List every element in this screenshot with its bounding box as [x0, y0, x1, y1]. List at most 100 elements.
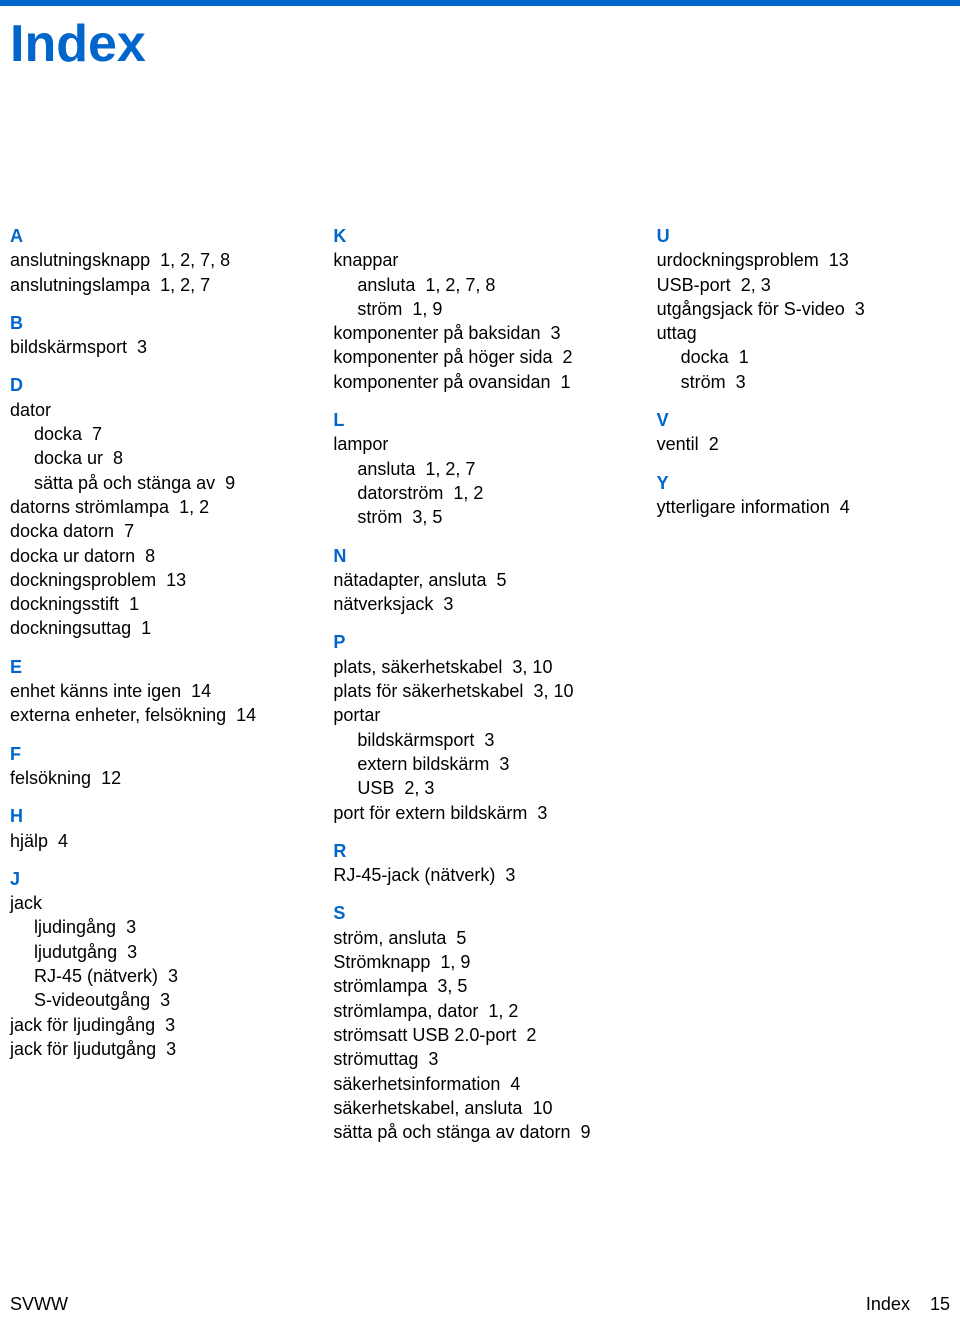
index-pages: 1	[141, 618, 151, 638]
index-entry: jack för ljudingång 3	[10, 1013, 303, 1037]
index-term: nätverksjack	[333, 594, 433, 614]
index-entry: port för extern bildskärm3	[333, 801, 626, 825]
index-term: ventil	[657, 434, 699, 454]
index-term: ansluta	[357, 459, 415, 479]
index-column-1: Aanslutningsknapp1, 2, 7, 8anslutningsla…	[10, 224, 303, 1144]
index-term: dockningsstift	[10, 594, 119, 614]
index-entry: bildskärmsport3	[10, 335, 303, 359]
index-term: docka ur	[34, 448, 103, 468]
index-letter: N	[333, 544, 626, 568]
index-entry: felsökning12	[10, 766, 303, 790]
index-pages: 3	[168, 966, 178, 986]
index-pages: 1, 2	[488, 1001, 518, 1021]
footer-label: Index	[866, 1294, 910, 1314]
index-entry: docka datorn 7	[10, 519, 303, 543]
index-pages: 3	[126, 917, 136, 937]
index-entry: strömlampa3, 5	[333, 974, 626, 998]
index-pages: 3	[165, 1015, 175, 1035]
index-pages: 8	[113, 448, 123, 468]
index-term: dockningsproblem	[10, 570, 156, 590]
index-letter: F	[10, 742, 303, 766]
index-pages: 1, 2, 7	[425, 459, 475, 479]
index-term: plats, säkerhetskabel	[333, 657, 502, 677]
index-column-3: Uurdockningsproblem13USB-port2, 3utgångs…	[657, 224, 950, 1144]
index-term: strömsatt USB 2.0-port	[333, 1025, 516, 1045]
index-pages: 3	[428, 1049, 438, 1069]
index-entry: nätadapter, ansluta 5	[333, 568, 626, 592]
index-pages: 3, 5	[412, 507, 442, 527]
index-entry: datorström1, 2	[333, 481, 626, 505]
index-letter: S	[333, 901, 626, 925]
index-pages: 1, 2, 7	[160, 275, 210, 295]
index-term: dator	[10, 400, 51, 420]
index-entry: jack	[10, 891, 303, 915]
index-entry: RJ-45-jack (nätverk)3	[333, 863, 626, 887]
index-term: plats för säkerhetskabel	[333, 681, 523, 701]
index-term: ytterligare information	[657, 497, 830, 517]
index-pages: 2	[709, 434, 719, 454]
index-term: utgångsjack för S-video	[657, 299, 845, 319]
index-pages: 14	[236, 705, 256, 725]
index-term: felsökning	[10, 768, 91, 788]
index-pages: 2	[526, 1025, 536, 1045]
index-entry: bildskärmsport3	[333, 728, 626, 752]
index-pages: 2, 3	[404, 778, 434, 798]
index-entry: dockningsproblem13	[10, 568, 303, 592]
index-column-2: Kknapparansluta1, 2, 7, 8ström1, 9kompon…	[333, 224, 626, 1144]
index-term: nätadapter, ansluta	[333, 570, 486, 590]
index-columns: Aanslutningsknapp1, 2, 7, 8anslutningsla…	[0, 74, 960, 1144]
index-entry: anslutningslampa1, 2, 7	[10, 273, 303, 297]
index-term: lampor	[333, 434, 388, 454]
index-pages: 7	[124, 521, 134, 541]
index-pages: 2	[562, 347, 572, 367]
index-entry: externa enheter, felsökning14	[10, 703, 303, 727]
index-pages: 3	[499, 754, 509, 774]
index-term: datorns strömlampa	[10, 497, 169, 517]
index-term: urdockningsproblem	[657, 250, 819, 270]
index-entry: RJ-45 (nätverk) 3	[10, 964, 303, 988]
index-pages: 9	[225, 473, 235, 493]
index-term: docka datorn	[10, 521, 114, 541]
index-term: komponenter på baksidan	[333, 323, 540, 343]
footer-right: Index 15	[866, 1294, 950, 1315]
index-pages: 9	[581, 1122, 591, 1142]
index-term: enhet känns inte igen	[10, 681, 181, 701]
index-entry: sätta på och stänga av datorn9	[333, 1120, 626, 1144]
index-letter: E	[10, 655, 303, 679]
index-term: RJ-45 (nätverk)	[34, 966, 158, 986]
index-term: bildskärmsport	[357, 730, 474, 750]
index-entry: ström3, 5	[333, 505, 626, 529]
index-term: USB	[357, 778, 394, 798]
index-term: strömlampa, dator	[333, 1001, 478, 1021]
index-term: extern bildskärm	[357, 754, 489, 774]
index-term: jack för ljudingång	[10, 1015, 155, 1035]
index-entry: uttag	[657, 321, 950, 345]
index-pages: 5	[496, 570, 506, 590]
index-term: ljudutgång	[34, 942, 117, 962]
index-letter: J	[10, 867, 303, 891]
index-entry: ljudingång 3	[10, 915, 303, 939]
index-pages: 4	[58, 831, 68, 851]
index-pages: 3	[736, 372, 746, 392]
index-entry: enhet känns inte igen14	[10, 679, 303, 703]
index-term: ström	[357, 299, 402, 319]
index-entry: ström3	[657, 370, 950, 394]
index-pages: 1	[129, 594, 139, 614]
index-letter: L	[333, 408, 626, 432]
index-pages: 3	[550, 323, 560, 343]
index-pages: 1, 2	[179, 497, 209, 517]
index-term: ljudingång	[34, 917, 116, 937]
index-entry: ansluta1, 2, 7, 8	[333, 273, 626, 297]
index-pages: 4	[510, 1074, 520, 1094]
index-entry: säkerhetsinformation4	[333, 1072, 626, 1096]
index-pages: 3	[166, 1039, 176, 1059]
index-pages: 3	[855, 299, 865, 319]
index-term: datorström	[357, 483, 443, 503]
index-letter: B	[10, 311, 303, 335]
index-entry: docka ur datorn8	[10, 544, 303, 568]
index-term: Strömknapp	[333, 952, 430, 972]
index-term: ansluta	[357, 275, 415, 295]
index-pages: 8	[145, 546, 155, 566]
index-pages: 3, 10	[533, 681, 573, 701]
index-term: knappar	[333, 250, 398, 270]
